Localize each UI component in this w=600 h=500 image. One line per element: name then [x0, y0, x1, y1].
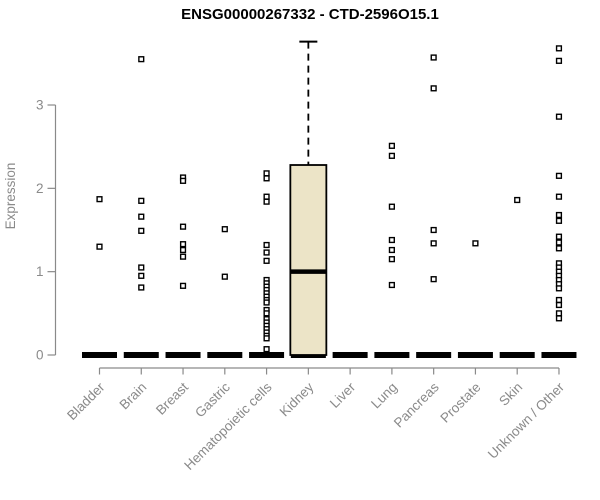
y-axis-tick-label: 2: [36, 181, 44, 196]
x-axis-tick-label: Brain: [116, 380, 149, 413]
zero-expression-dash: [207, 352, 243, 358]
data-point: [263, 310, 270, 317]
data-point: [263, 170, 270, 177]
data-point: [263, 193, 270, 200]
data-point: [430, 54, 437, 61]
data-point: [555, 245, 563, 252]
data-point: [555, 193, 563, 200]
x-axis-tick-label: Liver: [327, 379, 359, 411]
y-axis-label: Expression: [3, 163, 18, 230]
zero-expression-dash: [123, 352, 159, 358]
data-point: [221, 273, 228, 280]
data-point: [555, 113, 563, 120]
x-axis-tick-label: Prostate: [437, 380, 483, 426]
data-point: [179, 241, 187, 248]
data-point: [179, 282, 187, 289]
zero-expression-dash: [249, 352, 285, 358]
data-point: [179, 177, 187, 184]
data-point: [430, 85, 437, 92]
y-axis-tick-label: 3: [36, 98, 44, 113]
y-axis-tick-label: 0: [36, 348, 44, 363]
data-point: [263, 241, 270, 249]
data-point: [388, 142, 395, 149]
data-point: [388, 152, 395, 159]
data-point: [221, 226, 228, 233]
data-point: [138, 284, 145, 291]
data-point: [138, 272, 145, 279]
data-point: [555, 296, 563, 304]
zero-expression-dash: [499, 352, 535, 358]
data-point: [388, 236, 395, 244]
data-point: [96, 196, 103, 203]
data-point: [555, 57, 563, 64]
data-point: [138, 56, 145, 63]
data-point: [263, 346, 270, 353]
x-axis-tick-label: Gastric: [192, 379, 233, 420]
zero-expression-dash: [457, 352, 493, 358]
data-point: [430, 276, 437, 283]
data-point: [263, 198, 270, 205]
chart-title: ENSG00000267332 - CTD-2596O15.1: [181, 6, 439, 23]
zero-expression-dash: [165, 352, 201, 358]
data-point: [555, 172, 563, 179]
zero-expression-dash: [82, 352, 117, 358]
data-point: [138, 264, 145, 271]
x-axis-tick-label: Skin: [496, 380, 525, 409]
data-point: [555, 239, 563, 246]
x-axis-tick-label: Pancreas: [391, 379, 442, 430]
data-point: [388, 203, 395, 210]
data-point: [263, 249, 270, 256]
data-point: [555, 301, 563, 309]
data-point: [472, 240, 479, 247]
x-axis-tick-label: Unknown / Other: [485, 379, 568, 462]
data-point: [555, 45, 563, 52]
box-iqr: [289, 164, 328, 356]
zero-expression-dash: [374, 352, 410, 358]
x-axis-tick-label: Breast: [153, 379, 191, 417]
data-point: [514, 196, 521, 204]
data-point: [555, 211, 563, 219]
y-axis-tick-label: 1: [36, 264, 44, 279]
data-point: [96, 243, 103, 250]
zero-expression-dash: [541, 352, 577, 358]
data-point: [430, 240, 437, 247]
data-point: [179, 246, 187, 254]
data-point: [555, 285, 563, 292]
data-point: [388, 246, 395, 254]
x-axis-tick-label: Lung: [368, 380, 400, 412]
zero-expression-dash: [416, 352, 452, 358]
data-point: [555, 233, 563, 240]
data-point: [138, 213, 145, 220]
zero-expression-dash: [332, 352, 368, 358]
data-point: [555, 217, 563, 224]
data-point: [263, 335, 270, 342]
data-point: [179, 223, 187, 230]
data-point: [263, 299, 270, 306]
data-point: [179, 253, 187, 260]
data-point: [138, 197, 145, 204]
data-point: [555, 315, 563, 322]
x-axis-tick-label: Kidney: [277, 379, 317, 419]
data-point: [388, 256, 395, 263]
data-point: [555, 310, 563, 317]
data-point: [388, 281, 395, 289]
data-point: [263, 175, 270, 182]
data-point: [430, 226, 437, 234]
data-point: [263, 257, 270, 264]
data-point: [138, 227, 145, 234]
x-axis-tick-label: Bladder: [64, 379, 108, 423]
